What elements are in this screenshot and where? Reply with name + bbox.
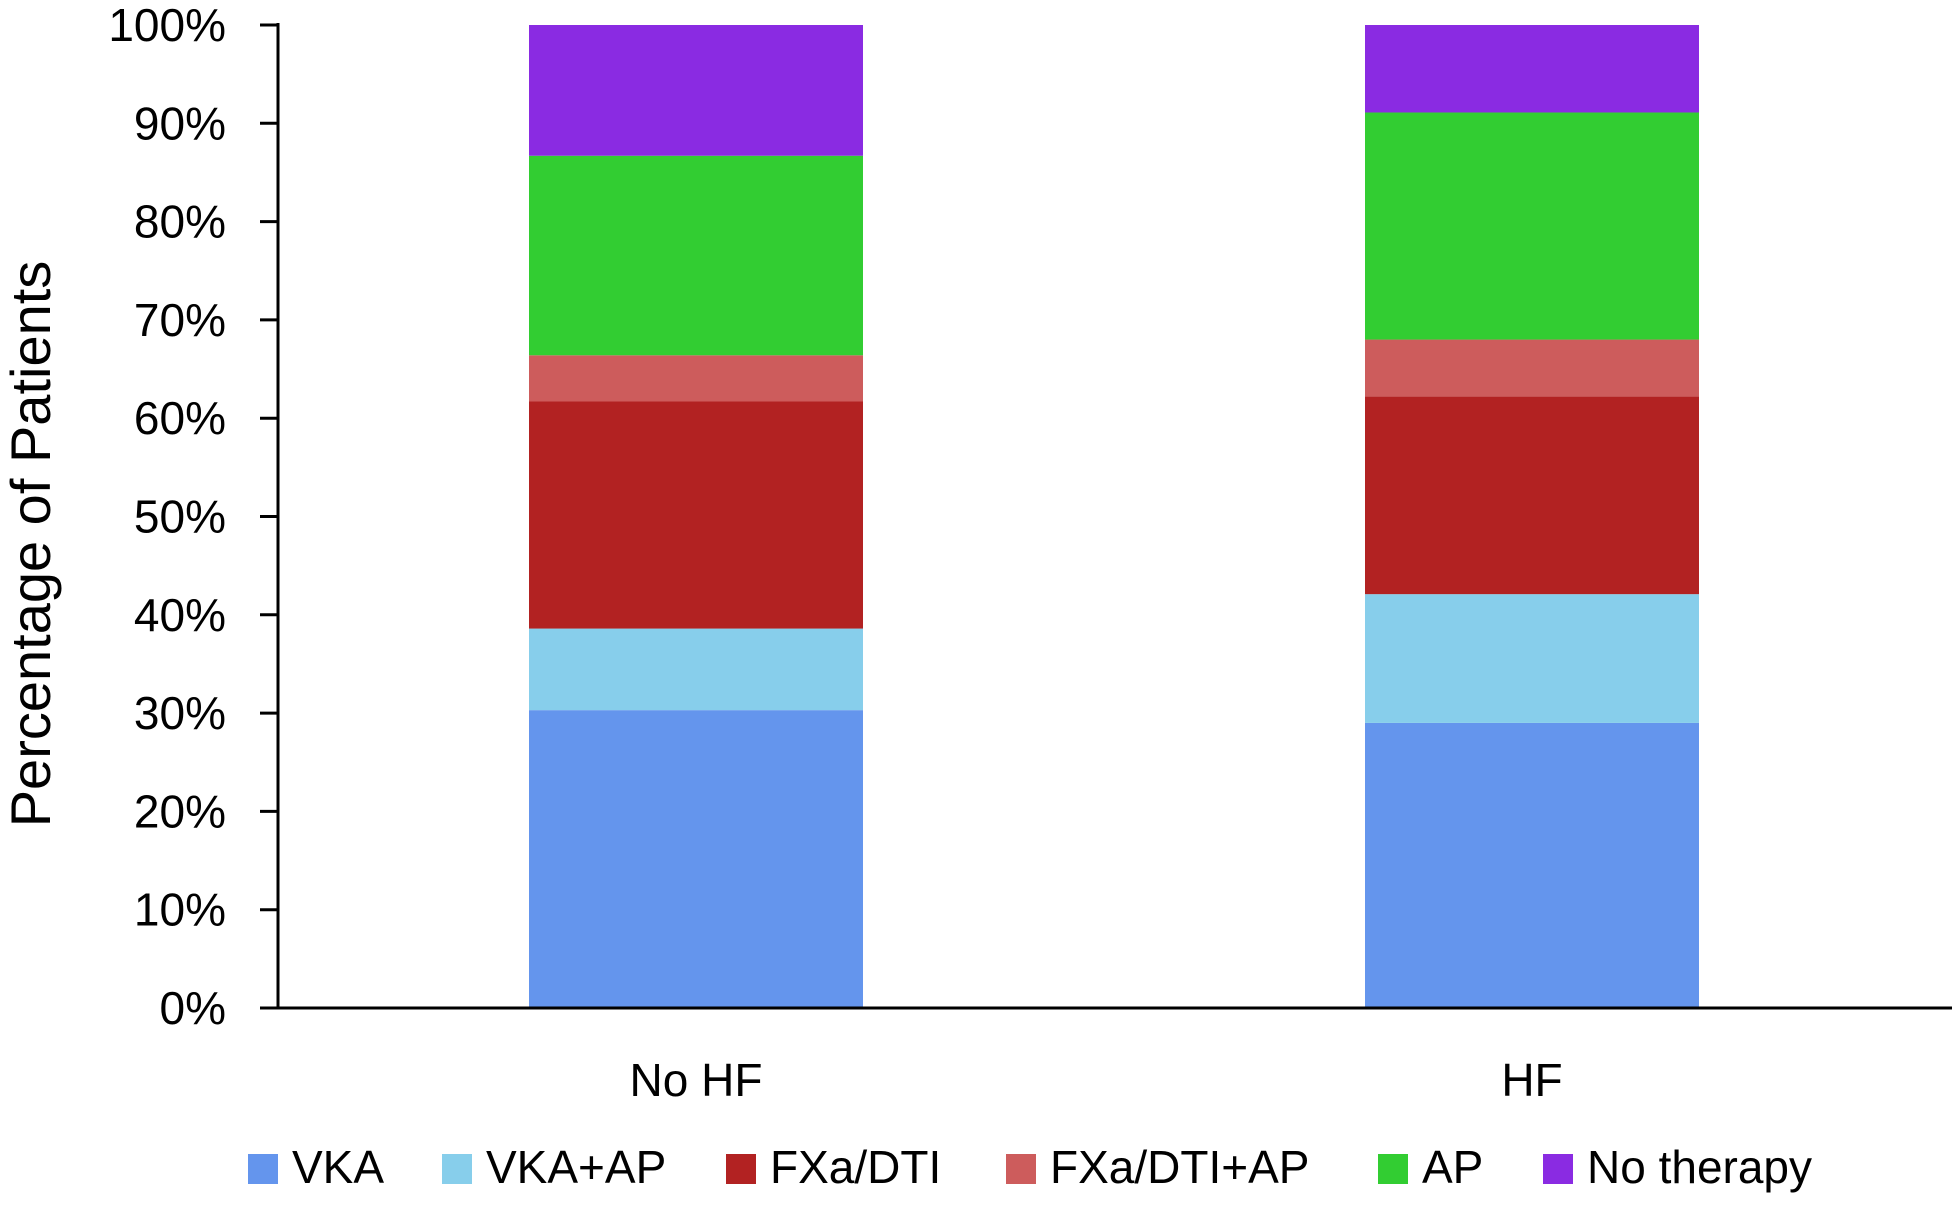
legend-swatch: [442, 1154, 472, 1184]
x-category-labels: No HF HF: [630, 1054, 1563, 1106]
legend-label: VKA+AP: [486, 1141, 666, 1193]
y-tick-label: 50%: [134, 491, 226, 543]
bar-segment-no-hf-no-therapy: [529, 25, 863, 156]
bar-segment-hf-ap: [1365, 112, 1699, 340]
y-tick-label: 80%: [134, 196, 226, 248]
y-tick-labels: 0% 10% 20% 30% 40% 50% 60% 70% 80% 90% 100%: [108, 0, 278, 1034]
y-tick-label: 30%: [134, 687, 226, 739]
y-tick-label: 0%: [160, 982, 226, 1034]
y-tick-label: 100%: [108, 0, 226, 51]
y-tick-label: 60%: [134, 392, 226, 444]
x-category-label: No HF: [630, 1054, 763, 1106]
legend-swatch: [1543, 1154, 1573, 1184]
legend-label: No therapy: [1587, 1141, 1812, 1193]
legend-swatch: [726, 1154, 756, 1184]
legend-swatch: [1378, 1154, 1408, 1184]
bar-segment-no-hf-vka: [529, 710, 863, 1008]
legend-label: FXa/DTI: [770, 1141, 941, 1193]
legend-item-fxa-dti: FXa/DTI: [726, 1141, 941, 1193]
y-tick-label: 70%: [134, 294, 226, 346]
legend-item-vka: VKA: [248, 1141, 384, 1193]
bar-segment-no-hf-fxa-dti: [529, 401, 863, 629]
bar-segment-no-hf-vka-ap: [529, 628, 863, 711]
legend-item-fxa-dti-ap: FXa/DTI+AP: [1006, 1141, 1309, 1193]
legend-swatch: [1006, 1154, 1036, 1184]
legend-label: FXa/DTI+AP: [1050, 1141, 1309, 1193]
y-tick-label: 90%: [134, 97, 226, 149]
bar-segment-no-hf-fxa-dti-ap: [529, 355, 863, 402]
legend-label: AP: [1422, 1141, 1483, 1193]
bars-layer: [529, 25, 1699, 1008]
bar-segment-no-hf-ap: [529, 155, 863, 356]
bar-segment-hf-vka-ap: [1365, 594, 1699, 723]
y-tick-label: 40%: [134, 589, 226, 641]
bar-segment-hf-fxa-dti: [1365, 396, 1699, 595]
bar-segment-hf-fxa-dti-ap: [1365, 339, 1699, 397]
legend-item-no-therapy: No therapy: [1543, 1141, 1812, 1193]
bar-segment-hf-vka: [1365, 722, 1699, 1008]
legend-item-vka-ap: VKA+AP: [442, 1141, 666, 1193]
bar-segment-hf-no-therapy: [1365, 25, 1699, 113]
y-axis-title: Percentage of Patients: [0, 261, 62, 828]
y-tick-label: 10%: [134, 884, 226, 936]
y-tick-label: 20%: [134, 785, 226, 837]
legend-label: VKA: [292, 1141, 384, 1193]
legend-item-ap: AP: [1378, 1141, 1483, 1193]
legend-swatch: [248, 1154, 278, 1184]
legend: VKA VKA+AP FXa/DTI FXa/DTI+AP AP No therapy: [248, 1141, 1812, 1193]
x-category-label: HF: [1501, 1054, 1562, 1106]
